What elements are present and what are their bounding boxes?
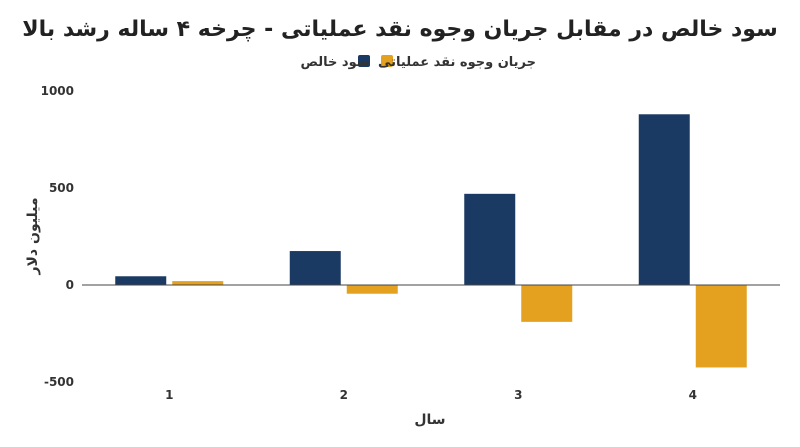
x-tick-label: 1 <box>165 388 173 402</box>
y-tick-label: 0 <box>66 278 74 292</box>
x-tick-label: 4 <box>689 388 697 402</box>
bar-net-profit <box>289 251 341 285</box>
y-tick-label: 500 <box>49 181 74 195</box>
y-axis-ticks: -500 0 500 1000 <box>41 84 74 389</box>
x-axis-label: سال <box>414 412 445 428</box>
legend-swatch-operating-cash-flow <box>381 55 393 67</box>
bar-net-profit <box>464 193 516 285</box>
x-tick-label: 3 <box>514 388 522 402</box>
legend-label-net-profit: سود خالص <box>301 55 370 70</box>
legend: سود خالص جریان وجوه نقد عملیاتی <box>301 55 536 70</box>
y-tick-label: 1000 <box>41 84 74 98</box>
bars <box>115 114 747 368</box>
legend-swatch-net-profit <box>358 55 370 67</box>
x-tick-label: 2 <box>340 388 348 402</box>
chart-title: سود خالص در مقابل جریان وجوه نقد عملیاتی… <box>22 17 777 42</box>
legend-label-operating-cash-flow: جریان وجوه نقد عملیاتی <box>378 55 536 70</box>
bar-net-profit <box>115 276 167 285</box>
bar-operating-cash-flow <box>346 285 398 294</box>
bar-operating-cash-flow <box>695 285 747 368</box>
bar-operating-cash-flow <box>521 285 573 322</box>
bar-net-profit <box>638 114 690 285</box>
y-axis-label: میلیون دلار <box>25 197 41 275</box>
y-tick-label: -500 <box>44 375 74 389</box>
bar-operating-cash-flow <box>172 281 224 285</box>
x-axis-ticks: 1 2 3 4 <box>165 388 697 402</box>
